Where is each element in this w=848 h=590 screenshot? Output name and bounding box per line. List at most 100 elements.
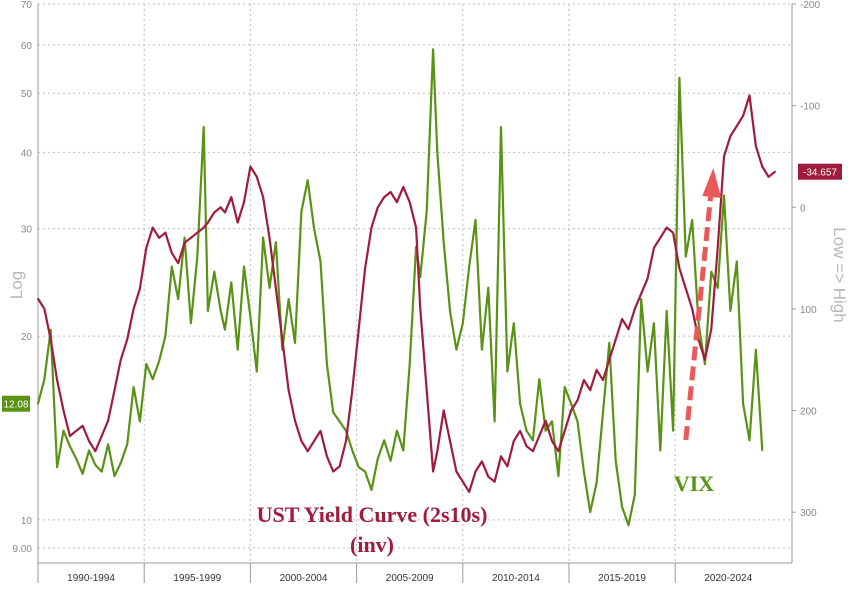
vix-point (436, 151, 439, 154)
vix-point (506, 370, 509, 373)
yield-curve-point (531, 450, 534, 453)
yield-curve-point (449, 440, 451, 442)
vix-point (481, 348, 483, 351)
vix-point (678, 76, 681, 79)
vix-point (75, 457, 78, 460)
yield-curve-point (113, 389, 116, 392)
yield-curve-point (236, 221, 239, 224)
vix-point (396, 429, 398, 432)
vix-point (697, 322, 700, 325)
vix-point (468, 265, 471, 268)
yield-curve-point (538, 435, 541, 437)
yield-curve-point (735, 125, 738, 127)
vix-point (512, 322, 515, 325)
vix-point (158, 360, 160, 363)
yield-curve-point (519, 429, 522, 432)
vix-point (723, 194, 725, 197)
left-tick-label: 9.00 (13, 544, 33, 555)
vix-point (735, 260, 738, 263)
vix-point (243, 265, 245, 268)
yield-curve-point (576, 399, 579, 402)
yield-curve-point (425, 389, 428, 392)
vix-point (432, 48, 434, 51)
yield-curve-point (383, 196, 386, 199)
yield-curve-point (274, 287, 277, 290)
yield-curve-point (659, 236, 662, 239)
yield-curve-point (691, 308, 694, 310)
yield-curve-point (319, 429, 322, 432)
yield-curve-point (582, 379, 585, 381)
right-axis-title: Low => High (830, 227, 848, 322)
yield-curve-point (56, 379, 59, 381)
yield-curve-point (608, 358, 611, 361)
vix-point (383, 439, 386, 442)
yield-curve-point (767, 175, 770, 178)
left-tick-label: 30 (21, 225, 33, 236)
vix-point (313, 227, 316, 230)
vix-point (177, 298, 180, 300)
yield-curve-point (455, 470, 458, 473)
vix-point (325, 363, 328, 365)
yield-curve-point (544, 419, 547, 422)
left-tick-label: 60 (21, 41, 33, 52)
yield-curve-point (313, 440, 316, 442)
yield-curve-point (646, 277, 649, 280)
vix-point (338, 420, 341, 423)
yield-curve-point (219, 206, 222, 209)
yield-curve-inv-annotation: (inv) (350, 532, 394, 557)
yield-curve-point (419, 308, 422, 310)
x-category-label: 1995-1999 (173, 573, 221, 584)
vix-point (551, 420, 553, 423)
vix-point (544, 429, 547, 432)
vix-point (49, 328, 52, 331)
vix-point (113, 475, 116, 477)
vix-point (659, 449, 662, 452)
right-tick-label: -200 (800, 0, 820, 11)
left-tick-label: 70 (21, 0, 33, 11)
vix-point (139, 420, 141, 423)
yield-curve-point (500, 455, 502, 458)
vix-point (449, 309, 451, 312)
yield-curve-series-line (37, 94, 776, 493)
vix-point (691, 219, 694, 221)
yield-curve-point (281, 338, 284, 341)
vix-point (653, 322, 655, 325)
yield-curve-point (68, 435, 71, 437)
vix-point (665, 309, 668, 312)
vix-point (376, 457, 379, 460)
vix-point (319, 260, 322, 263)
gridlines (37, 3, 793, 564)
vix-last-value-flag (2, 395, 30, 412)
vix-point (287, 298, 290, 300)
vix-point (729, 309, 732, 312)
yield-curve-point (640, 292, 643, 295)
vix-point (94, 464, 97, 466)
yield-curve-point (287, 389, 290, 392)
yield-curve-point (370, 226, 373, 229)
trend-arrow (683, 168, 722, 441)
yield-curve-point (684, 287, 687, 290)
yield-curve-point (338, 465, 341, 468)
yield-curve-point (207, 221, 209, 224)
left-axis: 9.00 10 20 30 40 50 60 70 Log (7, 0, 32, 555)
yield-curve-point (37, 297, 39, 300)
vix-point (525, 429, 528, 432)
vix-point (455, 348, 458, 351)
vix-point (602, 411, 604, 414)
yield-curve-point (716, 247, 719, 249)
x-category-label: 2015-2019 (598, 573, 646, 584)
yield-curve-point (761, 165, 764, 168)
yield-curve-point (389, 191, 392, 193)
yield-curve-point (62, 409, 65, 412)
yield-curve-point (525, 445, 528, 448)
yield-curve-last-value-label: -34.657 (803, 168, 837, 179)
yield-curve-point (49, 338, 52, 341)
yield-curve-point (481, 460, 483, 463)
yield-curve-point (119, 358, 122, 361)
vix-annotation: VIX (674, 471, 714, 496)
yield-curve-point (621, 318, 623, 320)
vix-point (563, 386, 566, 389)
vix-point (357, 466, 360, 469)
vix-point (633, 493, 636, 496)
vix-point (132, 386, 135, 389)
